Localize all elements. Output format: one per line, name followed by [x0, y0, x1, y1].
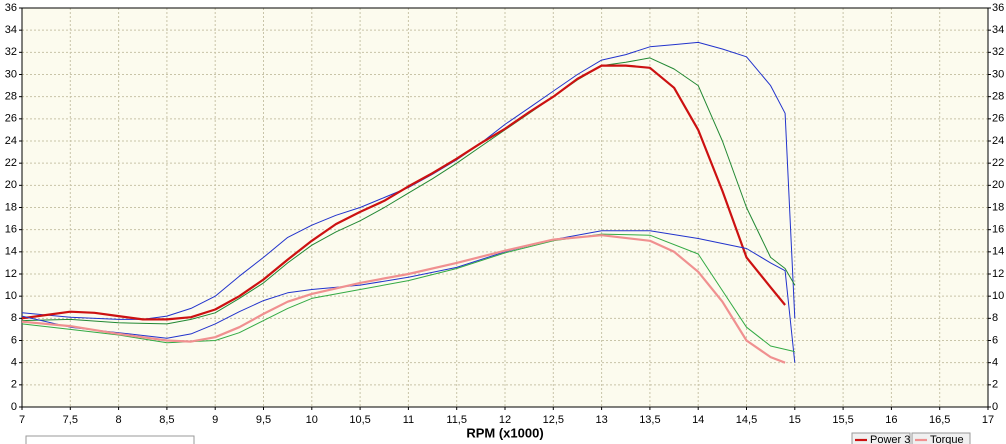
y-tick-label: 34 — [5, 24, 17, 36]
x-tick-label: 11 — [403, 414, 414, 426]
y2-tick-label: 12 — [992, 268, 1004, 280]
x-tick-label: 14,5 — [736, 414, 757, 426]
y-tick-label: 16 — [5, 224, 17, 236]
y2-tick-label: 14 — [992, 246, 1004, 258]
x-tick-label: 15 — [789, 414, 801, 426]
x-tick-label: 9 — [212, 414, 218, 426]
legend-label: Torque — [930, 434, 964, 444]
y2-tick-label: 16 — [992, 224, 1004, 236]
y2-tick-label: 8 — [992, 312, 998, 324]
series-line — [21, 230, 796, 363]
y-tick-label: 30 — [5, 68, 17, 80]
y2-tick-label: 0 — [992, 401, 998, 413]
y2-tick-label: 28 — [992, 91, 1004, 103]
x-tick-label: 7,5 — [63, 414, 78, 426]
y2-tick-label: 26 — [992, 113, 1004, 125]
x-tick-label: 13 — [595, 414, 607, 426]
y2-tick-label: 22 — [992, 157, 1004, 169]
x-tick-label: 13,5 — [639, 414, 660, 426]
y2-tick-label: 20 — [992, 179, 1004, 191]
y2-tick-label: 6 — [992, 334, 998, 346]
y-tick-label: 0 — [11, 401, 17, 413]
y-tick-label: 2 — [11, 379, 17, 391]
y2-tick-label: 32 — [992, 46, 1004, 58]
plot-frame — [21, 7, 989, 408]
y-tick-label: 28 — [5, 91, 17, 103]
x-tick-label: 17 — [982, 414, 994, 426]
y2-tick-label: 30 — [992, 68, 1004, 80]
y2-tick-label: 4 — [992, 357, 998, 369]
y-tick-label: 26 — [5, 113, 17, 125]
series-line — [21, 234, 786, 364]
y-tick-label: 24 — [5, 135, 17, 147]
y-tick-label: 32 — [5, 46, 17, 58]
x-tick-label: 8 — [116, 414, 122, 426]
y-tick-label: 36 — [5, 2, 17, 14]
x-tick-label: 15,5 — [832, 414, 853, 426]
x-tick-label: 12 — [499, 414, 511, 426]
y-tick-label: 12 — [5, 268, 17, 280]
legend-box — [911, 432, 971, 444]
y2-tick-label: 10 — [992, 290, 1004, 302]
x-axis-title: RPM (x1000) — [466, 425, 543, 440]
y-tick-label: 14 — [5, 246, 17, 258]
legend-label: Power 3 — [870, 434, 910, 444]
x-tick-label: 7 — [19, 414, 25, 426]
y2-tick-label: 34 — [992, 24, 1004, 36]
x-tick-label: 16 — [885, 414, 897, 426]
x-tick-label: 10 — [306, 414, 318, 426]
x-tick-label: 16,5 — [929, 414, 950, 426]
y2-tick-label: 18 — [992, 201, 1004, 213]
x-tick-label: 8,5 — [159, 414, 174, 426]
y-tick-label: 20 — [5, 179, 17, 191]
series-line — [21, 64, 786, 321]
x-tick-label: 12,5 — [543, 414, 564, 426]
x-tick-label: 10,5 — [349, 414, 370, 426]
y-tick-label: 4 — [11, 357, 17, 369]
y-tick-label: 22 — [5, 157, 17, 169]
legend-box — [851, 432, 911, 444]
x-tick-label: 11,5 — [446, 414, 467, 426]
y-tick-label: 6 — [11, 334, 17, 346]
y2-tick-label: 24 — [992, 135, 1004, 147]
y2-tick-label: 2 — [992, 379, 998, 391]
y2-tick-label: 36 — [992, 2, 1004, 14]
y-tick-label: 10 — [5, 290, 17, 302]
x-tick-label: 14 — [692, 414, 704, 426]
y-tick-label: 8 — [11, 312, 17, 324]
y-tick-label: 18 — [5, 201, 17, 213]
x-tick-label: 9,5 — [256, 414, 271, 426]
series-line — [21, 57, 796, 325]
info-box — [25, 435, 195, 444]
